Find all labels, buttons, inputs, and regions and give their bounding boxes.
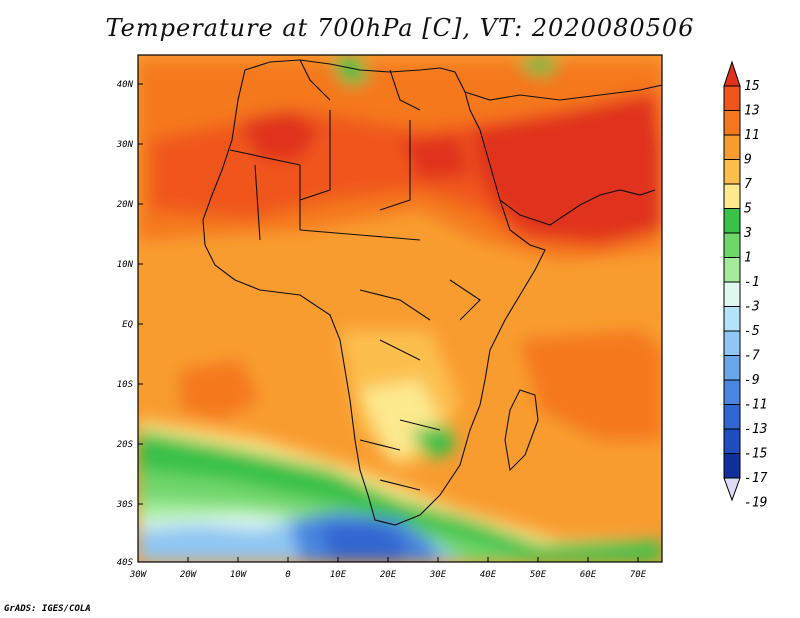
colorbar-label: -9 [744, 373, 760, 388]
colorbar-swatch [723, 306, 741, 332]
lon-tick-label: 20W [180, 570, 198, 580]
colorbar-label: -15 [744, 447, 768, 462]
colorbar-label: 1 [744, 251, 752, 266]
lat-tick-label: 30S [116, 500, 134, 510]
lat-tick-label: 40N [117, 80, 134, 90]
lon-tick-label: 20E [380, 570, 397, 580]
lon-tick-label: 10E [330, 570, 347, 580]
lon-tick-label: 70E [630, 570, 647, 580]
lat-tick-label: 10S [117, 380, 134, 390]
colorbar-bottom-arrow [723, 477, 741, 502]
colorbar: 15 13 11 9 7 5 3 1 -1 -3 -5 -7 -9 -11 -13 -15 -17 -19 [723, 60, 768, 511]
lon-tick-label: 10W [230, 570, 248, 580]
colorbar-swatch [723, 453, 741, 479]
lon-tick-label: 60E [580, 570, 597, 580]
credit-label: GrADS: IGES/COLA [4, 604, 91, 614]
colorbar-label: -1 [744, 275, 760, 290]
lon-tick-label: 50E [530, 570, 547, 580]
colorbar-swatch [723, 208, 741, 234]
map-title: Temperature at 700hPa [C], VT: 202008050… [105, 14, 695, 42]
colorbar-label: 11 [744, 128, 760, 143]
colorbar-swatch [723, 110, 741, 136]
lon-tick-label: 40E [480, 570, 497, 580]
colorbar-swatch [723, 355, 741, 381]
lat-tick-label: 40S [117, 558, 134, 568]
lon-tick-label: 0 [285, 570, 290, 580]
coastlines [202, 59, 662, 526]
colorbar-swatch [723, 404, 741, 430]
latitude-axis: 40N 30N 20N 10N EQ 10S 20S 30S 40S [116, 80, 143, 568]
colorbar-label: 13 [744, 104, 760, 119]
lon-tick-label: 30W [129, 570, 148, 580]
lat-tick-label: 20N [117, 200, 134, 210]
colorbar-swatch [723, 85, 741, 111]
colorbar-swatch [723, 428, 741, 454]
colorbar-top-arrow [723, 60, 741, 87]
temperature-field [138, 55, 662, 562]
map-frame [137, 54, 663, 563]
colorbar-swatch [723, 159, 741, 185]
colorbar-swatch [723, 281, 741, 307]
lon-tick-label: 30E [429, 570, 447, 580]
lat-tick-label: 10N [117, 260, 134, 270]
colorbar-swatch [723, 134, 741, 160]
colorbar-label: 3 [743, 226, 752, 241]
colorbar-label: -19 [744, 496, 767, 511]
lat-tick-label: 30N [116, 140, 134, 150]
lat-tick-label: EQ [122, 320, 133, 330]
colorbar-label: -11 [744, 398, 767, 413]
colorbar-label: -5 [744, 324, 760, 339]
colorbar-label: 9 [744, 153, 752, 168]
colorbar-label: 7 [744, 177, 752, 192]
colorbar-label: -3 [744, 300, 760, 315]
lat-tick-label: 20S [117, 440, 134, 450]
colorbar-label: 15 [744, 79, 760, 94]
colorbar-swatch [723, 257, 741, 283]
colorbar-label: -17 [744, 471, 768, 486]
colorbar-swatch [723, 379, 741, 405]
colorbar-swatch [723, 232, 741, 258]
longitude-axis: 30W 20W 10W 0 10E 20E 30E 40E 50E 60E 70E [129, 557, 647, 580]
colorbar-swatch [723, 330, 741, 356]
colorbar-label: 5 [744, 202, 752, 217]
colorbar-label: -7 [744, 349, 760, 364]
colorbar-label: -13 [744, 422, 767, 437]
colorbar-swatch [723, 183, 741, 209]
